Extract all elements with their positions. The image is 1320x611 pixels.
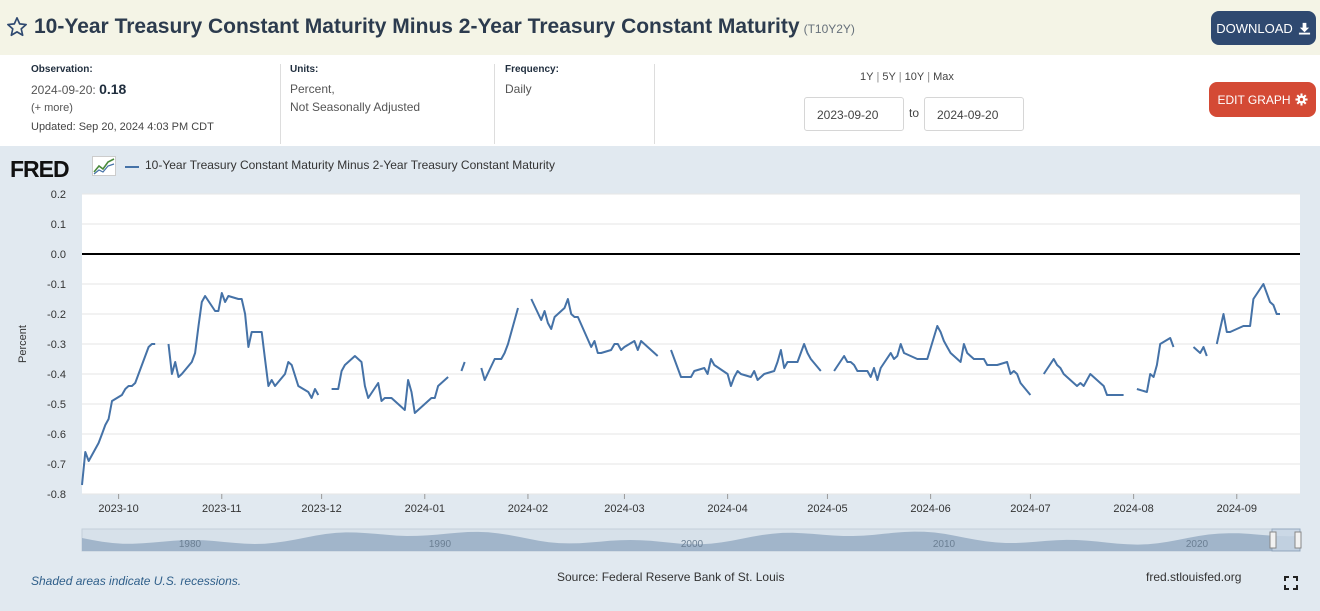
- series-line-segment: [833, 325, 1032, 396]
- x-tick-label: 2024-07: [1010, 503, 1050, 515]
- recession-note: Shaded areas indicate U.S. recessions.: [31, 574, 242, 588]
- updated-timestamp: Updated: Sep 20, 2024 4:03 PM CDT: [31, 121, 214, 133]
- end-date-input[interactable]: 2024-09-20: [924, 97, 1024, 131]
- site-link[interactable]: fred.stlouisfed.org: [1146, 570, 1242, 584]
- y-tick-label: 0.2: [51, 189, 66, 201]
- page-title: 10-Year Treasury Constant Maturity Minus…: [34, 15, 855, 39]
- navigator-label: 2000: [681, 539, 704, 550]
- x-tick-label: 2024-08: [1113, 503, 1153, 515]
- series-line-segment: [1136, 337, 1175, 393]
- fullscreen-icon[interactable]: [1284, 576, 1298, 590]
- to-label: to: [909, 106, 920, 120]
- series-line-segment: [480, 307, 519, 381]
- navigator-label: 2010: [933, 539, 956, 550]
- legend-swatch: [125, 166, 139, 168]
- observation-label: Observation:: [31, 64, 93, 75]
- navigator-label: 2020: [1186, 539, 1209, 550]
- x-tick-label: 2024-03: [604, 503, 644, 515]
- series-line-segment: [1192, 346, 1208, 357]
- frequency-block: Frequency: Daily: [505, 64, 650, 144]
- x-tick-label: 2024-01: [405, 503, 445, 515]
- series-title: 10-Year Treasury Constant Maturity Minus…: [34, 15, 800, 38]
- x-tick-label: 2023-10: [98, 503, 138, 515]
- series-line-segment: [460, 361, 466, 372]
- divider: [280, 64, 281, 144]
- download-icon: [1298, 22, 1310, 35]
- y-tick-label: -0.3: [47, 339, 66, 351]
- range-selector: 1Y | 5Y | 10Y | Max: [860, 71, 954, 83]
- y-axis-title: Percent: [17, 325, 29, 363]
- series-line-segment: [331, 355, 449, 414]
- navigator-handle-right[interactable]: [1294, 531, 1302, 549]
- units-label: Units:: [290, 64, 319, 75]
- range-5y[interactable]: 5Y: [882, 71, 896, 83]
- range-10y[interactable]: 10Y: [904, 71, 925, 83]
- y-tick-label: -0.2: [47, 309, 66, 321]
- series-line-segment: [530, 298, 659, 357]
- range-max[interactable]: Max: [933, 71, 954, 83]
- y-tick-label: -0.8: [47, 489, 66, 501]
- title-bar: 10-Year Treasury Constant Maturity Minus…: [0, 0, 1320, 55]
- fred-logo-icon: [92, 156, 116, 176]
- series-line-segment: [1215, 283, 1280, 345]
- x-tick-label: 2024-05: [807, 503, 847, 515]
- gear-icon: [1295, 93, 1308, 106]
- x-tick-label: 2024-02: [508, 503, 548, 515]
- y-tick-label: -0.4: [47, 369, 66, 381]
- observation-block: Observation: 2024-09-20: 0.18 (+ more) U…: [31, 64, 271, 144]
- observation-value: 0.18: [99, 81, 127, 97]
- series-line-segment: [81, 343, 156, 486]
- download-button[interactable]: DOWNLOAD: [1211, 11, 1316, 45]
- navigator-area: [82, 531, 1300, 551]
- frequency-label: Frequency:: [505, 64, 559, 75]
- fred-logo: FRED: [10, 156, 70, 182]
- y-tick-label: 0.1: [51, 219, 66, 231]
- x-tick-label: 2023-11: [202, 503, 242, 515]
- edit-graph-button[interactable]: EDIT GRAPH: [1209, 82, 1316, 117]
- series-line-segment: [1042, 358, 1124, 396]
- observation-value-line: 2024-09-20: 0.18: [31, 80, 271, 99]
- units-line2: Not Seasonally Adjusted: [290, 100, 421, 114]
- y-tick-label: -0.5: [47, 399, 66, 411]
- x-tick-label: 2024-09: [1217, 503, 1257, 515]
- x-tick-label: 2024-06: [910, 503, 950, 515]
- divider: [654, 64, 655, 144]
- series-code: (T10Y2Y): [803, 22, 855, 36]
- legend-label: 10-Year Treasury Constant Maturity Minus…: [145, 158, 555, 172]
- x-tick-label: 2023-12: [301, 503, 341, 515]
- x-tick-label: 2024-04: [707, 503, 747, 515]
- graph-panel: 0.2 0.1 0.0 -0.1 -0.2 -0.3 -0.4 -0.5 -0.6 -0.7 -0.…: [0, 146, 1320, 611]
- source-text: Source: Federal Reserve Bank of St. Loui…: [557, 570, 785, 584]
- units-line1: Percent,: [290, 82, 335, 96]
- range-1y[interactable]: 1Y: [860, 71, 874, 83]
- navigator-handle-left[interactable]: [1269, 531, 1277, 549]
- download-label: DOWNLOAD: [1216, 20, 1293, 36]
- frequency-value: Daily: [505, 82, 532, 96]
- series-line-segment: [670, 343, 822, 387]
- series-line-segment: [167, 292, 320, 399]
- y-tick-label: -0.6: [47, 429, 66, 441]
- edit-graph-label: EDIT GRAPH: [1217, 92, 1291, 107]
- observation-date: 2024-09-20:: [31, 83, 96, 97]
- units-block: Units: Percent, Not Seasonally Adjusted: [290, 64, 490, 144]
- y-tick-label: 0.0: [51, 249, 66, 261]
- line-chart: 0.2 0.1 0.0 -0.1 -0.2 -0.3 -0.4 -0.5 -0.6 -0.7 -0.…: [17, 189, 1302, 552]
- y-tick-label: -0.1: [47, 279, 66, 291]
- navigator-label: 1980: [179, 539, 202, 550]
- navigator-label: 1990: [429, 539, 452, 550]
- more-link[interactable]: (+ more): [31, 102, 73, 114]
- y-tick-label: -0.7: [47, 459, 66, 471]
- divider: [494, 64, 495, 144]
- star-icon[interactable]: [6, 16, 28, 38]
- start-date-input[interactable]: 2023-09-20: [804, 97, 904, 131]
